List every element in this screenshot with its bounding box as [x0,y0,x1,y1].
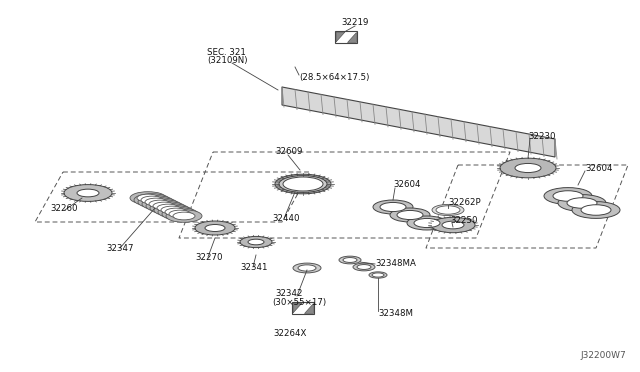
Text: 32260: 32260 [50,203,77,212]
Text: (32109N): (32109N) [207,55,248,64]
Ellipse shape [279,176,327,192]
Polygon shape [293,303,302,313]
Ellipse shape [77,189,99,197]
Bar [292,302,314,314]
Ellipse shape [173,212,195,220]
Ellipse shape [294,181,312,187]
Text: 32348M: 32348M [378,308,413,317]
Text: 32270: 32270 [195,253,223,263]
Text: 32440: 32440 [272,214,300,222]
Ellipse shape [134,194,170,206]
Text: SEC. 321: SEC. 321 [207,48,246,57]
Ellipse shape [339,256,361,264]
Text: 32230: 32230 [528,131,556,141]
Ellipse shape [581,205,611,215]
Ellipse shape [414,218,440,228]
Text: (30×55×17): (30×55×17) [272,298,326,308]
Text: J32200W7: J32200W7 [580,351,626,360]
Text: 32342: 32342 [275,289,303,298]
Ellipse shape [397,211,423,219]
Ellipse shape [149,200,171,208]
Text: 32347: 32347 [106,244,134,253]
Text: 32348MA: 32348MA [375,259,416,267]
Ellipse shape [283,177,323,191]
Polygon shape [336,32,345,42]
Ellipse shape [380,202,406,212]
Ellipse shape [572,202,620,218]
Ellipse shape [158,206,194,218]
Text: 32604: 32604 [393,180,420,189]
Polygon shape [282,87,555,157]
Ellipse shape [64,185,112,201]
Ellipse shape [240,236,272,248]
Polygon shape [304,303,313,313]
Ellipse shape [553,191,583,201]
Ellipse shape [153,202,175,210]
Text: 32341: 32341 [240,263,268,273]
Ellipse shape [357,264,371,269]
Ellipse shape [141,196,163,204]
Ellipse shape [138,196,174,208]
Ellipse shape [150,202,186,214]
Ellipse shape [515,163,541,173]
Text: 32262P: 32262P [448,198,481,206]
Ellipse shape [146,200,182,212]
Text: 32219: 32219 [341,17,369,26]
Ellipse shape [373,200,413,214]
Ellipse shape [169,210,191,218]
Ellipse shape [154,204,190,216]
Ellipse shape [130,192,166,204]
Ellipse shape [137,194,159,202]
Text: 32264X: 32264X [273,328,307,337]
Ellipse shape [285,178,321,190]
Ellipse shape [558,195,606,211]
Ellipse shape [195,221,235,235]
Ellipse shape [248,239,264,245]
Ellipse shape [298,265,316,271]
Ellipse shape [165,208,187,216]
Text: 32604: 32604 [585,164,612,173]
Text: 32250: 32250 [450,215,477,224]
Bar [335,31,357,43]
Ellipse shape [436,206,460,214]
Ellipse shape [161,206,183,214]
Ellipse shape [162,208,198,220]
Ellipse shape [157,204,179,212]
Ellipse shape [145,198,167,206]
Ellipse shape [390,208,430,222]
Ellipse shape [289,179,317,189]
Ellipse shape [275,174,331,194]
Ellipse shape [442,221,464,229]
Ellipse shape [372,273,384,277]
Ellipse shape [567,198,597,208]
Ellipse shape [343,257,357,263]
Ellipse shape [544,187,592,204]
Ellipse shape [407,216,447,230]
Ellipse shape [205,224,225,231]
Ellipse shape [353,263,375,271]
Text: 32609: 32609 [275,147,302,155]
Ellipse shape [432,204,464,216]
Ellipse shape [431,217,475,233]
Polygon shape [347,32,356,42]
Ellipse shape [293,263,321,273]
Ellipse shape [369,272,387,278]
Ellipse shape [500,158,556,178]
Ellipse shape [142,198,178,210]
Ellipse shape [166,210,202,222]
Text: (28.5×64×17.5): (28.5×64×17.5) [299,73,369,81]
